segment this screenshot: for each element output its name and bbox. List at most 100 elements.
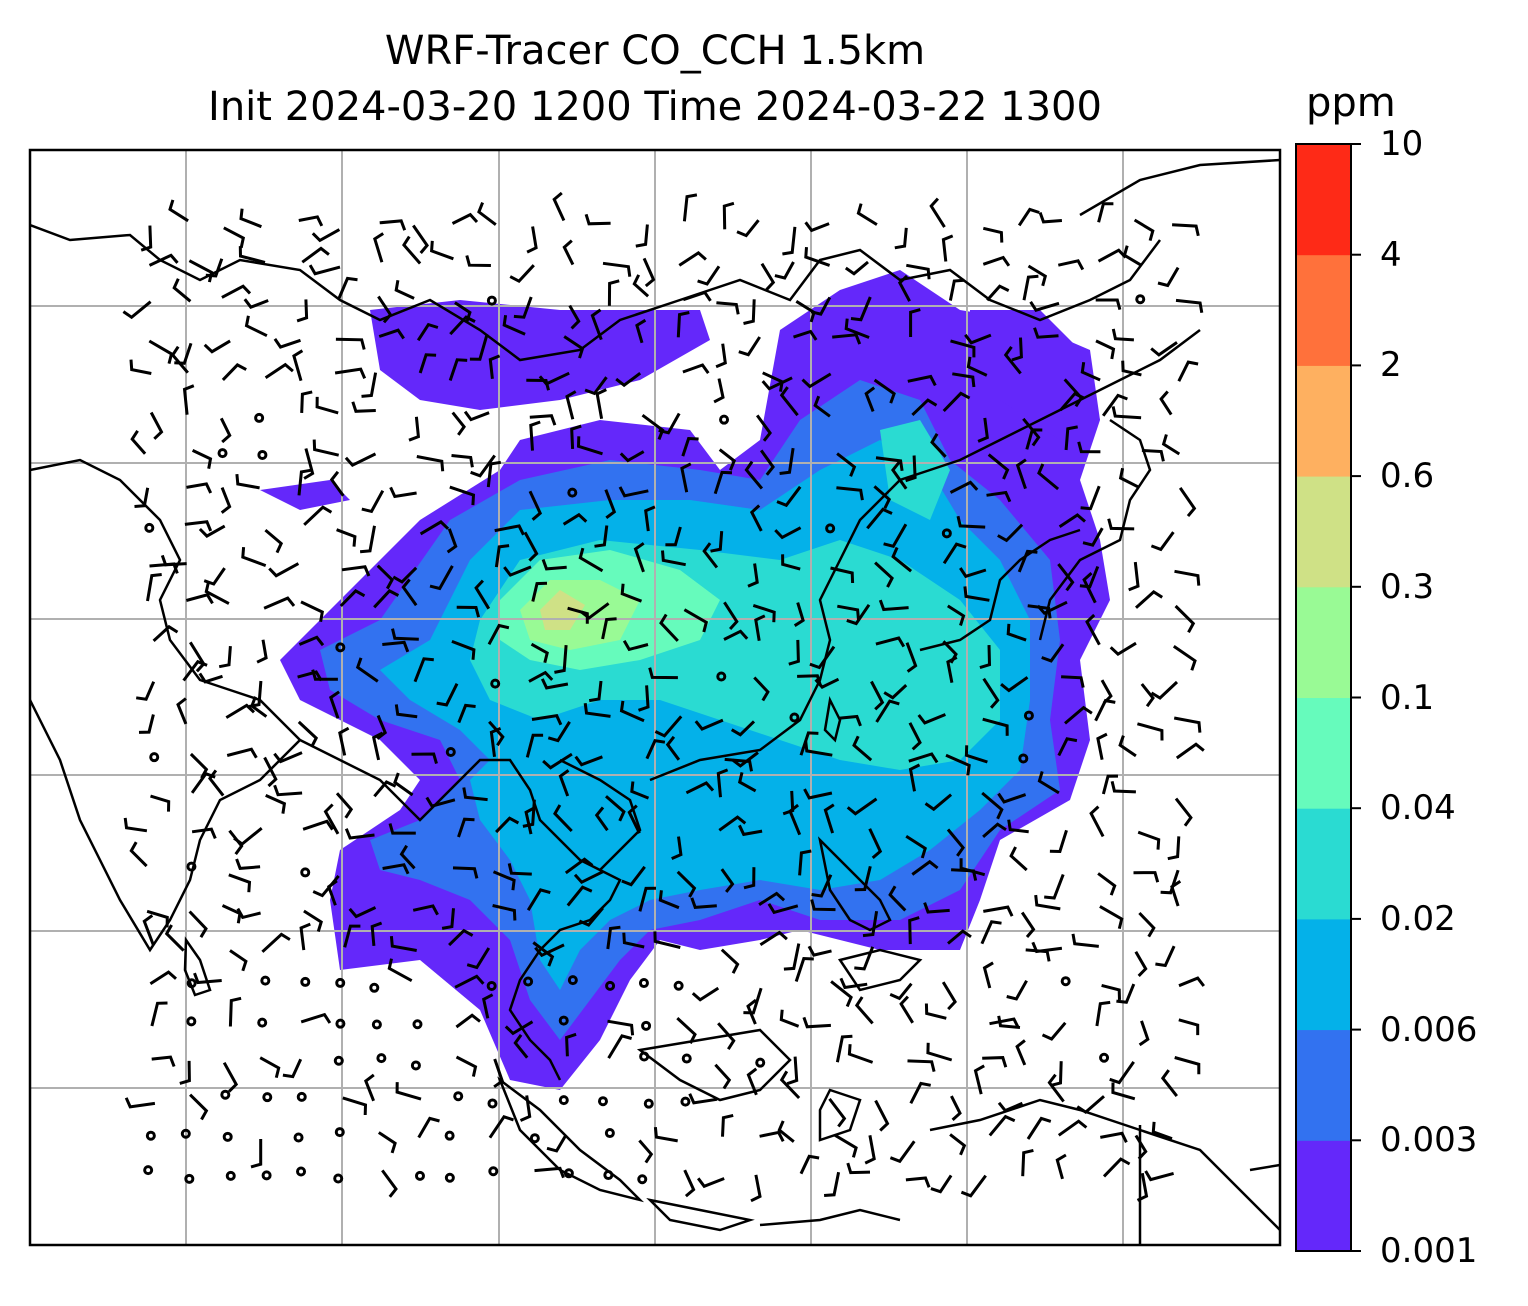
- wind-barb: [945, 753, 971, 776]
- wind-barb: [1111, 406, 1142, 420]
- wind-barb: [1020, 911, 1036, 938]
- wind-barb: [653, 931, 681, 949]
- wind-barb: [488, 720, 505, 747]
- wind-barb: [238, 246, 266, 264]
- wind-barb: [373, 589, 400, 609]
- wind-barb: [804, 740, 833, 757]
- wind-barb: [129, 841, 148, 868]
- calm-wind-circle: [412, 1019, 423, 1030]
- wind-barb: [449, 315, 476, 336]
- wind-barb: [986, 490, 1012, 503]
- wind-barb: [930, 433, 947, 458]
- wind-barb: [123, 817, 148, 833]
- wind-barb: [811, 874, 833, 898]
- wind-barb: [868, 828, 883, 860]
- wind-barb: [874, 561, 894, 588]
- wind-barb: [311, 669, 338, 681]
- wind-barb: [779, 447, 795, 475]
- wind-barb: [929, 197, 946, 228]
- wind-barb: [1178, 487, 1197, 518]
- wind-barb: [638, 685, 650, 712]
- wind-barb: [810, 899, 836, 912]
- wind-barb: [1175, 742, 1205, 760]
- wind-barb: [908, 763, 921, 792]
- wind-barb: [894, 227, 908, 250]
- wind-barb: [228, 829, 244, 855]
- calm-wind-circle: [149, 752, 160, 763]
- calm-wind-circle: [1023, 710, 1034, 721]
- wind-barb: [759, 930, 788, 947]
- wind-barb: [615, 371, 642, 388]
- wind-barb: [779, 386, 799, 417]
- wind-barb: [659, 613, 679, 642]
- wind-barb: [151, 1055, 176, 1068]
- calm-wind-circle: [716, 671, 727, 682]
- wind-barb: [619, 700, 645, 723]
- wind-barb: [779, 1070, 801, 1100]
- wind-barb: [749, 504, 763, 532]
- calm-wind-circle: [254, 412, 265, 423]
- wind-barb: [889, 982, 913, 1001]
- wind-barb: [963, 586, 990, 602]
- wind-barb: [917, 713, 946, 725]
- calm-wind-circle: [144, 522, 155, 533]
- wind-barb: [875, 456, 904, 472]
- wind-barb: [731, 751, 759, 768]
- wind-barb: [804, 246, 831, 267]
- wind-barb: [248, 680, 263, 708]
- wind-barb: [713, 378, 725, 404]
- wind-barb: [1160, 869, 1180, 895]
- wind-barb: [189, 1093, 209, 1121]
- wind-barb: [457, 817, 475, 838]
- wind-barb: [683, 608, 709, 633]
- wind-barb: [574, 755, 603, 767]
- calm-wind-circle: [257, 449, 268, 460]
- wind-barb: [489, 727, 502, 757]
- wind-barb: [1121, 360, 1142, 377]
- wind-barb: [1017, 549, 1038, 573]
- wind-barb: [221, 284, 252, 299]
- wind-barb: [1135, 590, 1164, 609]
- wind-barb: [743, 299, 756, 325]
- wind-barb: [565, 1032, 577, 1057]
- calm-wind-circle: [333, 1055, 344, 1066]
- wind-barb: [436, 683, 459, 707]
- wind-barb: [1174, 569, 1201, 586]
- wind-barb: [793, 329, 818, 341]
- wind-barb: [228, 873, 252, 893]
- wind-barb: [908, 722, 922, 751]
- wind-barb: [777, 1120, 795, 1143]
- wind-barb: [1033, 327, 1059, 339]
- wind-barb: [1022, 417, 1041, 447]
- calm-wind-circle: [523, 976, 534, 987]
- wind-barb: [983, 905, 1014, 917]
- wind-barb: [801, 372, 832, 389]
- concentration-field: [260, 270, 1110, 1090]
- calm-wind-circle: [335, 977, 346, 988]
- wind-barb: [261, 932, 291, 953]
- calm-wind-circle: [490, 678, 501, 689]
- wind-barb: [671, 836, 683, 860]
- wind-barb: [298, 215, 324, 227]
- wind-barb: [507, 863, 532, 876]
- wind-barb: [866, 507, 893, 530]
- wind-barb: [379, 219, 407, 231]
- wind-barb: [1031, 941, 1063, 954]
- wind-barb: [361, 489, 385, 514]
- calm-wind-circle: [567, 975, 578, 986]
- wind-barb: [578, 547, 604, 573]
- wind-barb: [1095, 339, 1116, 360]
- calm-wind-circle: [597, 1096, 608, 1107]
- wind-barb: [1172, 645, 1197, 671]
- wind-barb: [873, 485, 892, 510]
- wind-barb: [854, 865, 872, 892]
- wind-barb: [1136, 1172, 1149, 1202]
- wind-barb: [644, 505, 656, 532]
- wind-barb: [455, 1013, 481, 1029]
- wind-barb: [620, 583, 643, 603]
- wind-barb: [1133, 218, 1155, 242]
- wind-barb: [788, 803, 802, 836]
- wind-barb: [525, 733, 544, 758]
- wind-barb: [540, 678, 569, 690]
- calm-wind-circle: [300, 867, 311, 878]
